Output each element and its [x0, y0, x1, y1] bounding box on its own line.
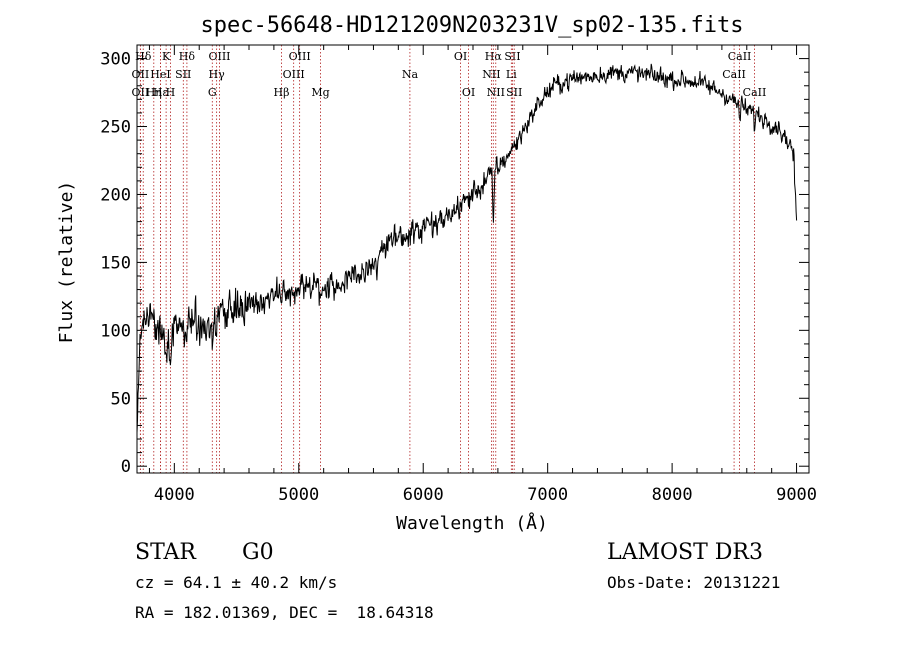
- x-tick-label: 4000: [154, 485, 195, 505]
- y-tick-label: 300: [100, 50, 131, 70]
- line-label: Li: [506, 68, 517, 81]
- y-tick-label: 100: [100, 321, 131, 341]
- y-tick-label: 250: [100, 118, 131, 138]
- line-label: CaII: [722, 68, 746, 81]
- x-tick-label: 7000: [527, 485, 568, 505]
- line-label: Hε: [153, 86, 169, 99]
- redshift-velocity: cz = 64.1 ± 40.2 km/s: [135, 573, 338, 592]
- line-label: G: [208, 86, 217, 99]
- survey-name: LAMOST DR3: [607, 540, 763, 565]
- chart-title: spec-56648-HD121209N203231V_sp02-135.fit…: [200, 13, 743, 38]
- line-label: NII: [487, 86, 505, 99]
- line-label: Hα: [485, 50, 503, 63]
- line-label: Hβ: [274, 86, 290, 99]
- x-tick-label: 8000: [652, 485, 693, 505]
- line-label: Mg: [311, 86, 329, 99]
- plot-frame: [136, 44, 810, 474]
- line-label: OIII: [283, 68, 305, 81]
- line-label: OII: [132, 86, 150, 99]
- y-axis-label: Flux (relative): [56, 181, 77, 344]
- line-label: Hη: [146, 86, 162, 99]
- line-label: CaII: [728, 50, 752, 63]
- coordinates: RA = 182.01369, DEC = 18.64318: [135, 603, 434, 622]
- x-axis-ticks: 4000 5000 6000 7000 8000 9000: [148, 45, 817, 505]
- line-label: NII: [482, 68, 500, 81]
- y-tick-label: 200: [100, 185, 131, 205]
- observation-date: Obs-Date: 20131221: [607, 573, 781, 592]
- spectrum-line: [136, 63, 798, 433]
- line-label: H: [166, 86, 176, 99]
- line-label: CaII: [743, 86, 767, 99]
- line-label: OIII: [289, 50, 311, 63]
- x-tick-label: 5000: [278, 485, 319, 505]
- line-label: Na: [402, 68, 419, 81]
- object-subclass: G0: [242, 540, 274, 565]
- y-tick-label: 50: [111, 389, 131, 409]
- y-tick-label: 0: [121, 457, 131, 477]
- line-label: K: [162, 50, 171, 63]
- line-label: Hδ: [179, 50, 196, 63]
- line-label: OIII: [208, 50, 230, 63]
- line-label: OI: [454, 50, 467, 63]
- y-tick-label: 150: [100, 253, 131, 273]
- spectrum-trace: [136, 63, 798, 433]
- line-label: Hγ: [209, 68, 226, 81]
- line-label: SII: [506, 86, 522, 99]
- y-axis-ticks: 0 50 100 150 200 250 300: [100, 44, 809, 477]
- x-tick-label: 6000: [403, 485, 444, 505]
- x-tick-label: 9000: [776, 485, 817, 505]
- line-label: Hδ: [135, 50, 152, 63]
- x-axis-label: Wavelength (Å): [396, 512, 548, 534]
- line-label: SII: [175, 68, 191, 81]
- plot-area-border: [136, 44, 810, 474]
- line-label: OI: [462, 86, 475, 99]
- line-label: SII: [504, 50, 520, 63]
- object-class: STAR: [135, 540, 196, 565]
